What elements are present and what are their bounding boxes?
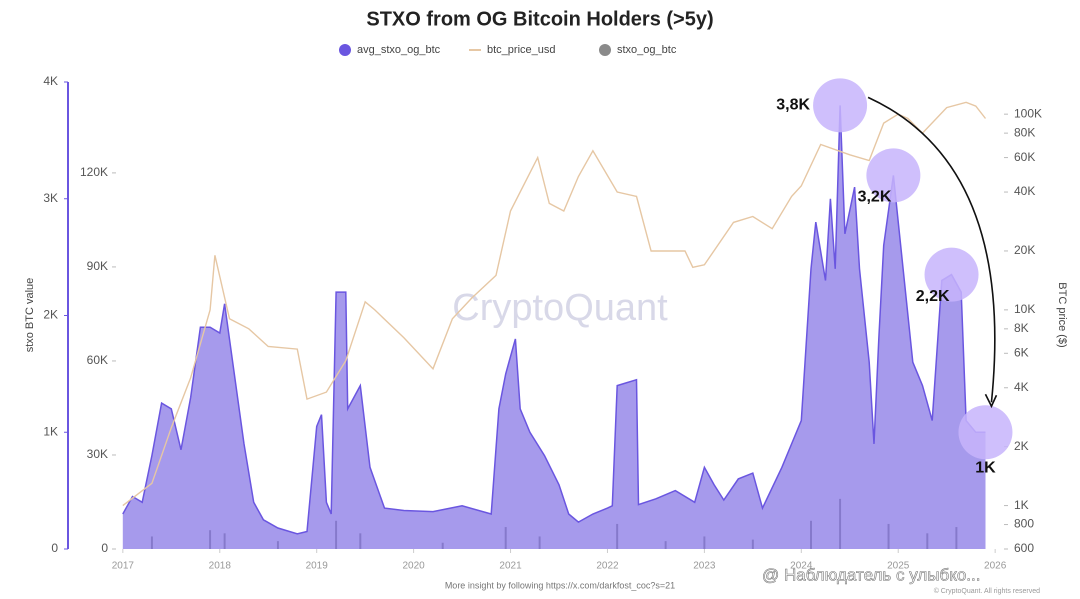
- y2-tick-label: 6K: [1014, 345, 1029, 359]
- annotation-circle: [924, 247, 979, 302]
- x-tick-label: 2025: [887, 561, 910, 572]
- y3-tick-label: 90K: [87, 259, 108, 273]
- annotation-circle: [958, 405, 1013, 460]
- y2-tick-label: 800: [1014, 517, 1034, 531]
- y3-tick-label: 60K: [87, 353, 108, 367]
- area-line: [122, 105, 986, 535]
- y2-tick-label: 80K: [1014, 125, 1035, 139]
- watermark: CryptoQuant: [452, 287, 668, 329]
- annotation-label: 1K: [975, 459, 996, 476]
- x-tick-label: 2020: [402, 561, 425, 572]
- area: [122, 105, 986, 550]
- trend-arrow: [867, 96, 996, 403]
- x-tick-label: 2023: [693, 561, 716, 572]
- y2-tick-label: 2K: [1014, 439, 1029, 453]
- annotation-label: 2,2K: [916, 288, 950, 305]
- x-tick-label: 2024: [790, 561, 813, 572]
- y2-tick-label: 60K: [1014, 150, 1035, 164]
- y-tick-label: 4K: [43, 74, 58, 88]
- footer: More insight by following https://x.com/…: [445, 580, 675, 590]
- annotation-label: 3,8K: [776, 97, 810, 114]
- y3-tick-label: 30K: [87, 447, 108, 461]
- right-axis-label: BTC price ($): [1056, 282, 1068, 347]
- y2-tick-label: 1K: [1014, 498, 1029, 512]
- y2-tick-label: 20K: [1014, 243, 1035, 257]
- x-tick-label: 2017: [112, 561, 135, 572]
- annotation-circle: [866, 148, 921, 203]
- y2-tick-label: 8K: [1014, 321, 1029, 335]
- y2-tick-label: 100K: [1014, 106, 1042, 120]
- chart-title: STXO from OG Bitcoin Holders (>5y): [366, 8, 713, 30]
- left-axis-label: stxo BTC value: [24, 278, 36, 353]
- overlay-caption: @ Наблюдатель с улыбко...: [762, 565, 980, 584]
- legend-swatch: [339, 44, 351, 56]
- y3-tick-label: 120K: [80, 165, 108, 179]
- copyright: © CryptoQuant. All rights reserved: [934, 587, 1040, 595]
- x-tick-label: 2019: [306, 561, 329, 572]
- x-tick-label: 2026: [984, 561, 1007, 572]
- y2-tick-label: 600: [1014, 541, 1034, 555]
- legend-label: stxo_og_btc: [617, 44, 677, 56]
- y-tick-label: 0: [51, 541, 58, 555]
- legend-swatch: [599, 44, 611, 56]
- x-tick-label: 2018: [209, 561, 232, 572]
- arrow-head: [984, 393, 998, 409]
- annotation-label: 3,2K: [858, 189, 892, 206]
- y2-tick-label: 4K: [1014, 380, 1029, 394]
- y-tick-label: 3K: [43, 191, 58, 205]
- x-tick-label: 2022: [596, 561, 619, 572]
- plot: 0 1K 2K 3K 4K 0 30K 60K 90K 120K 600 800 1K 2K 4K 6K 8K 1…: [43, 74, 1042, 571]
- x-tick-label: 2021: [499, 561, 522, 572]
- y-tick-label: 2K: [43, 308, 58, 322]
- price-line: [122, 101, 987, 507]
- legend-label: avg_stxo_og_btc: [357, 44, 441, 56]
- y2-tick-label: 40K: [1014, 184, 1035, 198]
- y-tick-label: 1K: [43, 424, 58, 438]
- legend-label: btc_price_usd: [487, 44, 556, 56]
- y2-tick-label: 10K: [1014, 302, 1035, 316]
- annotation-circle: [813, 78, 868, 133]
- y3-tick-label: 0: [101, 541, 108, 555]
